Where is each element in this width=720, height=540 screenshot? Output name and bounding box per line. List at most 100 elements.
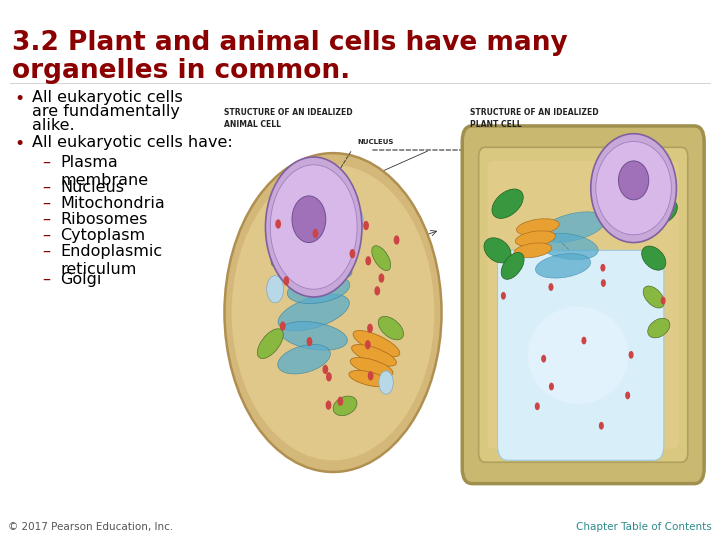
Ellipse shape xyxy=(287,275,350,303)
Circle shape xyxy=(582,336,587,345)
Circle shape xyxy=(368,371,374,381)
Text: –: – xyxy=(42,228,50,243)
Text: Golgi: Golgi xyxy=(60,272,102,287)
Circle shape xyxy=(501,292,506,300)
Ellipse shape xyxy=(266,157,362,297)
Ellipse shape xyxy=(372,246,391,271)
Circle shape xyxy=(601,279,606,287)
Circle shape xyxy=(307,337,312,346)
Circle shape xyxy=(394,235,400,245)
Text: PLANT CELL: PLANT CELL xyxy=(470,120,521,129)
Ellipse shape xyxy=(528,307,629,404)
Circle shape xyxy=(541,355,546,362)
Ellipse shape xyxy=(538,233,598,260)
Circle shape xyxy=(367,323,373,333)
Text: –: – xyxy=(42,196,50,211)
Circle shape xyxy=(365,256,372,266)
Ellipse shape xyxy=(351,345,397,366)
Circle shape xyxy=(379,371,393,394)
Text: STRUCTURE OF AN IDEALIZED: STRUCTURE OF AN IDEALIZED xyxy=(225,109,353,117)
Ellipse shape xyxy=(618,161,649,200)
Text: organelles in common.: organelles in common. xyxy=(12,58,350,84)
Text: Plasma
membrane: Plasma membrane xyxy=(60,155,148,188)
Ellipse shape xyxy=(278,345,330,374)
Circle shape xyxy=(625,392,630,399)
Ellipse shape xyxy=(541,212,606,242)
Text: •: • xyxy=(14,135,24,153)
Text: Cytoplasm: Cytoplasm xyxy=(60,228,145,243)
FancyBboxPatch shape xyxy=(462,126,704,484)
Ellipse shape xyxy=(271,234,289,266)
Ellipse shape xyxy=(350,357,393,376)
Circle shape xyxy=(284,276,289,286)
Text: Ribosomes: Ribosomes xyxy=(60,212,148,227)
Ellipse shape xyxy=(590,134,677,242)
Circle shape xyxy=(323,365,328,374)
Text: alike.: alike. xyxy=(32,118,75,133)
Ellipse shape xyxy=(648,319,670,338)
Ellipse shape xyxy=(232,165,434,460)
Ellipse shape xyxy=(294,253,352,279)
Text: –: – xyxy=(42,155,50,170)
Circle shape xyxy=(280,321,286,331)
Circle shape xyxy=(379,273,384,283)
Ellipse shape xyxy=(257,329,283,359)
Circle shape xyxy=(374,286,380,295)
Circle shape xyxy=(629,351,634,359)
FancyBboxPatch shape xyxy=(479,147,688,462)
Text: are fundamentally: are fundamentally xyxy=(32,104,180,119)
Ellipse shape xyxy=(492,189,523,218)
Circle shape xyxy=(326,372,332,381)
Circle shape xyxy=(325,401,331,410)
Circle shape xyxy=(600,264,606,272)
Text: Nucleus: Nucleus xyxy=(60,180,124,195)
Circle shape xyxy=(266,275,284,303)
Ellipse shape xyxy=(516,219,559,235)
Text: –: – xyxy=(42,244,50,259)
Text: All eukaryotic cells: All eukaryotic cells xyxy=(32,90,183,105)
Ellipse shape xyxy=(353,330,400,357)
Circle shape xyxy=(660,296,665,305)
Text: Endoplasmic
reticulum: Endoplasmic reticulum xyxy=(60,244,162,277)
Text: All eukaryotic cells have:: All eukaryotic cells have: xyxy=(32,135,233,150)
Text: Chapter Table of Contents: Chapter Table of Contents xyxy=(576,522,712,532)
Ellipse shape xyxy=(514,243,552,258)
Text: OTHER
ORGANELLES: OTHER ORGANELLES xyxy=(598,285,650,298)
Text: STRUCTURE OF AN IDEALIZED: STRUCTURE OF AN IDEALIZED xyxy=(470,109,598,117)
Text: –: – xyxy=(42,180,50,195)
Circle shape xyxy=(549,383,554,390)
Ellipse shape xyxy=(278,294,349,331)
Text: ANIMAL CELL: ANIMAL CELL xyxy=(225,120,282,129)
Text: –: – xyxy=(42,272,50,287)
Ellipse shape xyxy=(349,370,390,387)
Text: –: – xyxy=(42,212,50,227)
Text: NUCLEUS: NUCLEUS xyxy=(357,139,394,145)
Text: Mitochondria: Mitochondria xyxy=(60,196,165,211)
Ellipse shape xyxy=(280,321,347,350)
Ellipse shape xyxy=(225,153,441,472)
Circle shape xyxy=(338,396,343,406)
Ellipse shape xyxy=(378,316,403,340)
Circle shape xyxy=(535,402,540,410)
Ellipse shape xyxy=(270,165,357,289)
Text: •: • xyxy=(14,90,24,108)
Ellipse shape xyxy=(516,231,555,247)
Circle shape xyxy=(549,283,554,291)
FancyBboxPatch shape xyxy=(487,161,679,449)
Circle shape xyxy=(351,210,363,229)
Ellipse shape xyxy=(484,238,511,263)
Text: 3.2 Plant and animal cells have many: 3.2 Plant and animal cells have many xyxy=(12,30,568,56)
Ellipse shape xyxy=(643,286,665,308)
Circle shape xyxy=(363,221,369,230)
Ellipse shape xyxy=(333,396,357,416)
Ellipse shape xyxy=(536,254,590,278)
Circle shape xyxy=(365,340,371,349)
Ellipse shape xyxy=(501,253,524,279)
Text: NUCLEUS: NUCLEUS xyxy=(467,133,515,142)
Circle shape xyxy=(599,422,604,430)
Ellipse shape xyxy=(642,246,666,270)
Ellipse shape xyxy=(292,196,325,242)
Ellipse shape xyxy=(650,199,678,224)
Text: © 2017 Pearson Education, Inc.: © 2017 Pearson Education, Inc. xyxy=(8,522,174,532)
Text: OTHER
ORGANELLES: OTHER ORGANELLES xyxy=(463,230,530,249)
